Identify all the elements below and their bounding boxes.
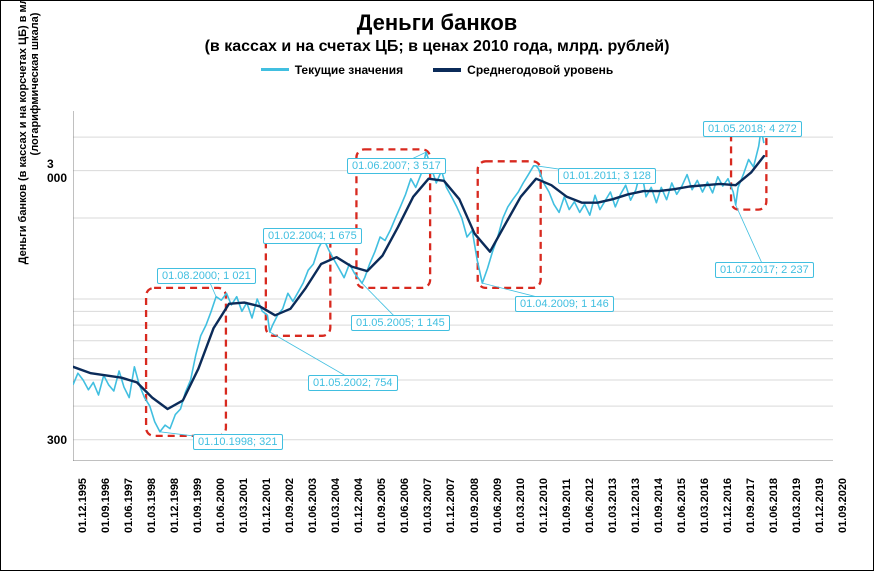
data-callout: 01.01.2011; 3 128	[558, 168, 656, 184]
legend-item-current: Текущие значения	[261, 63, 403, 77]
y-tick-label: 3 000	[47, 157, 67, 185]
data-callout: 01.05.2018; 4 272	[703, 121, 802, 137]
data-callout: 01.04.2009; 1 146	[515, 296, 614, 312]
plot-area: 3003 000 01.08.2000; 1 02101.10.1998; 32…	[73, 111, 833, 461]
legend-item-average: Среднегодовой уровень	[433, 63, 613, 77]
title-line-1: Деньги банков	[1, 9, 873, 37]
chart-svg	[73, 111, 833, 461]
chart-container: Деньги банков (в кассах и на счетах ЦБ; …	[0, 0, 874, 571]
data-callout: 01.07.2017; 2 237	[715, 262, 814, 278]
data-callout: 01.06.2007; 3 517	[347, 158, 446, 174]
legend-swatch-average	[433, 68, 461, 72]
legend: Текущие значения Среднегодовой уровень	[1, 63, 873, 77]
x-tick-label: 01.09.2020	[837, 478, 874, 533]
data-callout: 01.10.1998; 321	[193, 434, 283, 450]
title-line-2: (в кассах и на счетах ЦБ; в ценах 2010 г…	[1, 37, 873, 57]
y-tick-label: 300	[47, 433, 67, 447]
y-axis-label: Деньги банков (в кассах и на корсчетах Ц…	[17, 0, 41, 274]
data-callout: 01.08.2000; 1 021	[157, 268, 256, 284]
legend-label-average: Среднегодовой уровень	[467, 63, 613, 77]
chart-title: Деньги банков (в кассах и на счетах ЦБ; …	[1, 9, 873, 57]
data-callout: 01.02.2004; 1 675	[263, 228, 362, 244]
legend-swatch-current	[261, 68, 289, 71]
data-callout: 01.05.2002; 754	[308, 375, 398, 391]
data-callout: 01.05.2005; 1 145	[351, 315, 450, 331]
legend-label-current: Текущие значения	[295, 63, 403, 77]
x-axis-labels: 01.12.199501.09.199601.06.199701.03.1998…	[73, 463, 833, 571]
